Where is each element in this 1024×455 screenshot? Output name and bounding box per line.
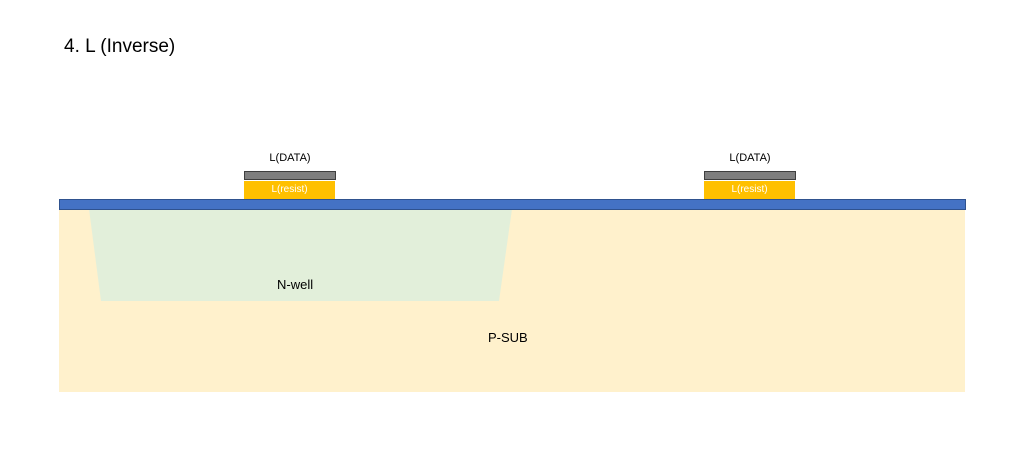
mask-data-label-right: L(DATA): [729, 152, 771, 164]
p-sub-label: P-SUB: [488, 330, 528, 345]
mask-bar-left: [244, 171, 336, 180]
oxide-layer: [59, 199, 966, 210]
resist-block-right: L(resist): [704, 181, 795, 199]
n-well-region: [89, 209, 512, 301]
page-title: 4. L (Inverse): [64, 36, 176, 57]
n-well-label: N-well: [277, 277, 314, 292]
mask-bar-right: [704, 171, 796, 180]
resist-block-left: L(resist): [244, 181, 335, 199]
mask-data-label-left: L(DATA): [269, 152, 311, 164]
